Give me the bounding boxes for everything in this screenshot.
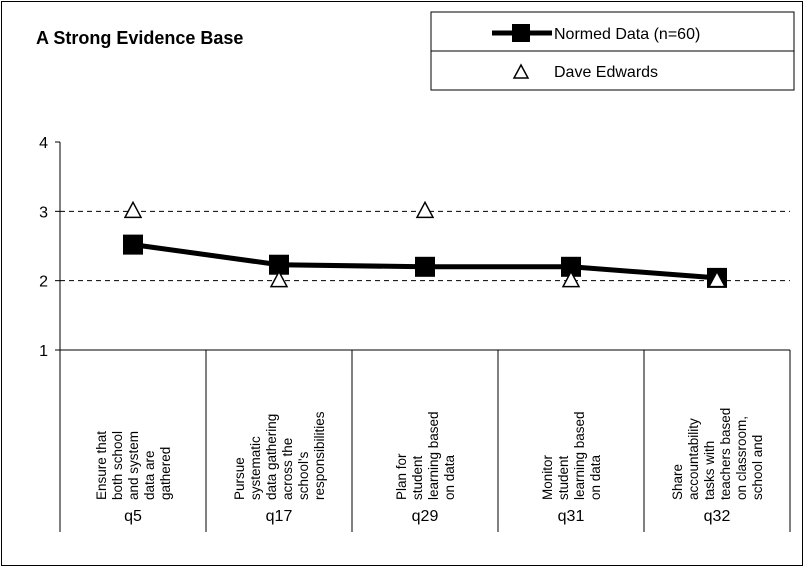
category-description-line: gathered — [158, 447, 173, 500]
y-tick-label: 1 — [39, 343, 48, 360]
category-description-line: Monitor — [540, 454, 555, 500]
legend: Normed Data (n=60) Dave Edwards — [430, 11, 795, 91]
axes — [59, 142, 790, 532]
category-description-line: tasks with — [702, 441, 717, 500]
y-tick-label: 3 — [39, 204, 48, 221]
category-description-line: systematic — [248, 436, 263, 500]
marker-normed — [561, 256, 581, 277]
chart-title: A Strong Evidence Base — [36, 28, 243, 48]
marker-normed — [415, 256, 435, 277]
marker-dave — [561, 270, 581, 288]
marker-dave — [415, 200, 435, 219]
category-description-line: learning based — [426, 411, 441, 500]
marker-normed — [269, 254, 289, 275]
category-code: q31 — [558, 508, 585, 525]
data-markers — [123, 200, 727, 288]
category-description-line: learning based — [572, 411, 587, 500]
category-description-line: on data — [442, 454, 457, 500]
category-description-line: data gathering — [264, 414, 279, 500]
category-code: q17 — [266, 508, 293, 525]
category-description-line: data are — [142, 450, 157, 500]
y-tick-labels: 1 2 3 4 — [39, 135, 60, 360]
marker-normed — [123, 234, 143, 255]
category-description-line: Plan for — [394, 453, 409, 500]
category-code: q32 — [704, 508, 731, 525]
marker-dave — [123, 200, 143, 219]
category-code: q29 — [412, 508, 439, 525]
category-description-line: teachers based — [718, 408, 733, 500]
legend-label-dave: Dave Edwards — [554, 64, 658, 81]
legend-label-normed: Normed Data (n=60) — [554, 26, 700, 43]
marker-dave — [269, 270, 289, 288]
category-description-line: across the — [280, 438, 295, 500]
category-description-line: school's — [296, 451, 311, 500]
category-description-line: Pursue — [232, 457, 247, 500]
category-code: q5 — [124, 508, 142, 525]
marker-dave — [707, 270, 727, 288]
category-description-line: responsibilities — [312, 411, 327, 500]
category-table: Ensure that both school and system data are… — [94, 350, 791, 532]
category-description-line: school and — [750, 435, 765, 500]
category-description-line: accountability — [686, 418, 701, 500]
legend-marker-normed — [512, 24, 530, 42]
category-description-line: and system — [126, 431, 141, 500]
category-description-line: student — [410, 455, 425, 500]
category-description-line: student — [556, 455, 571, 500]
y-tick-label: 2 — [39, 274, 48, 291]
category-description-line: on classroom, — [734, 416, 749, 500]
category-description-line: on data — [588, 454, 603, 500]
category-description-line: Share — [670, 464, 685, 500]
legend-marker-dave — [512, 63, 530, 79]
category-description-line: Ensure that — [94, 431, 109, 500]
category-description-line: both school — [110, 431, 125, 500]
y-tick-label: 4 — [39, 135, 48, 152]
